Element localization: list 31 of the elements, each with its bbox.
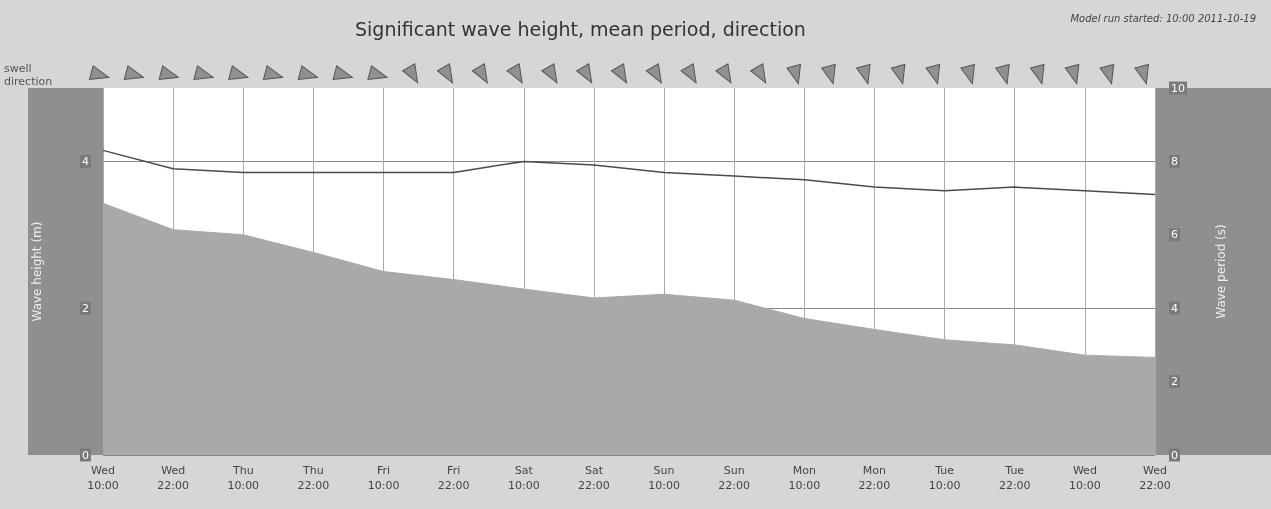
x-tick-label: Tue 22:00: [998, 464, 1031, 492]
chart-subtitle: Model run started: 10:00 2011-10-19: [1070, 12, 1256, 24]
y-tick-label: 2: [82, 301, 89, 315]
y-axis-title: Wave height (m): [30, 221, 44, 322]
x-tick-label: Thu 10:00: [227, 464, 260, 492]
x-tick-label: Sun 22:00: [718, 464, 751, 492]
y-tick-label: 4: [82, 154, 89, 168]
x-tick-label: Thu 22:00: [297, 464, 330, 492]
y2-tick-label: 0: [1171, 448, 1178, 462]
y2-axis-title: Wave period (s): [1214, 224, 1228, 319]
x-tick-label: Wed 22:00: [1139, 464, 1171, 492]
y2-tick-label: 6: [1171, 228, 1178, 242]
chart-title: Significant wave height, mean period, direction: [355, 17, 806, 40]
x-tick-label: Sun 10:00: [648, 464, 680, 492]
y2-tick-label: 8: [1171, 154, 1178, 168]
x-tick-label: Sat 22:00: [578, 464, 610, 492]
text: swell direction: [4, 62, 54, 88]
x-tick-label: Tue 10:00: [928, 464, 961, 492]
x-tick-label: Wed 22:00: [157, 464, 189, 492]
x-tick-label: Mon 22:00: [858, 464, 891, 492]
y2-tick-label: 2: [1171, 375, 1178, 389]
x-tick-label: Fri 22:00: [437, 464, 470, 492]
x-tick-label: Sat 10:00: [507, 464, 540, 492]
x-tick-label: Wed 10:00: [87, 464, 119, 492]
x-tick-label: Mon 10:00: [788, 464, 821, 492]
y2-tick-label: 10: [1171, 81, 1185, 95]
y2-tick-label: 4: [1171, 301, 1178, 315]
x-tick-label: Wed 10:00: [1069, 464, 1101, 492]
x-tick-label: Fri 10:00: [367, 464, 400, 492]
y-tick-label: 0: [82, 448, 89, 462]
line-series: [102, 149, 1156, 196]
